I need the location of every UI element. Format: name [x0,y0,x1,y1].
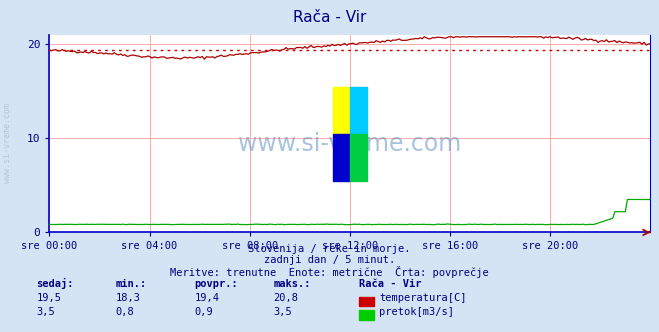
Text: temperatura[C]: temperatura[C] [379,293,467,303]
Text: www.si-vreme.com: www.si-vreme.com [239,131,461,155]
Bar [350,87,366,133]
Text: 20,8: 20,8 [273,293,299,303]
Text: 18,3: 18,3 [115,293,140,303]
Text: 0,9: 0,9 [194,307,213,317]
Text: min.:: min.: [115,279,146,289]
Text: www.si-vreme.com: www.si-vreme.com [3,103,13,183]
Text: Rača - Vir: Rača - Vir [359,279,422,289]
Text: povpr.:: povpr.: [194,279,238,289]
Text: 19,4: 19,4 [194,293,219,303]
Text: maks.:: maks.: [273,279,311,289]
Text: 3,5: 3,5 [36,307,55,317]
Text: 3,5: 3,5 [273,307,292,317]
Text: Meritve: trenutne  Enote: metrične  Črta: povprečje: Meritve: trenutne Enote: metrične Črta: … [170,266,489,278]
Text: pretok[m3/s]: pretok[m3/s] [379,307,454,317]
Bar [333,134,350,181]
Bar [333,87,350,133]
Text: 0,8: 0,8 [115,307,134,317]
Bar [350,134,366,181]
Text: zadnji dan / 5 minut.: zadnji dan / 5 minut. [264,255,395,265]
Text: Rača - Vir: Rača - Vir [293,10,366,25]
Text: 19,5: 19,5 [36,293,61,303]
Text: Slovenija / reke in morje.: Slovenija / reke in morje. [248,244,411,254]
Text: sedaj:: sedaj: [36,278,74,289]
